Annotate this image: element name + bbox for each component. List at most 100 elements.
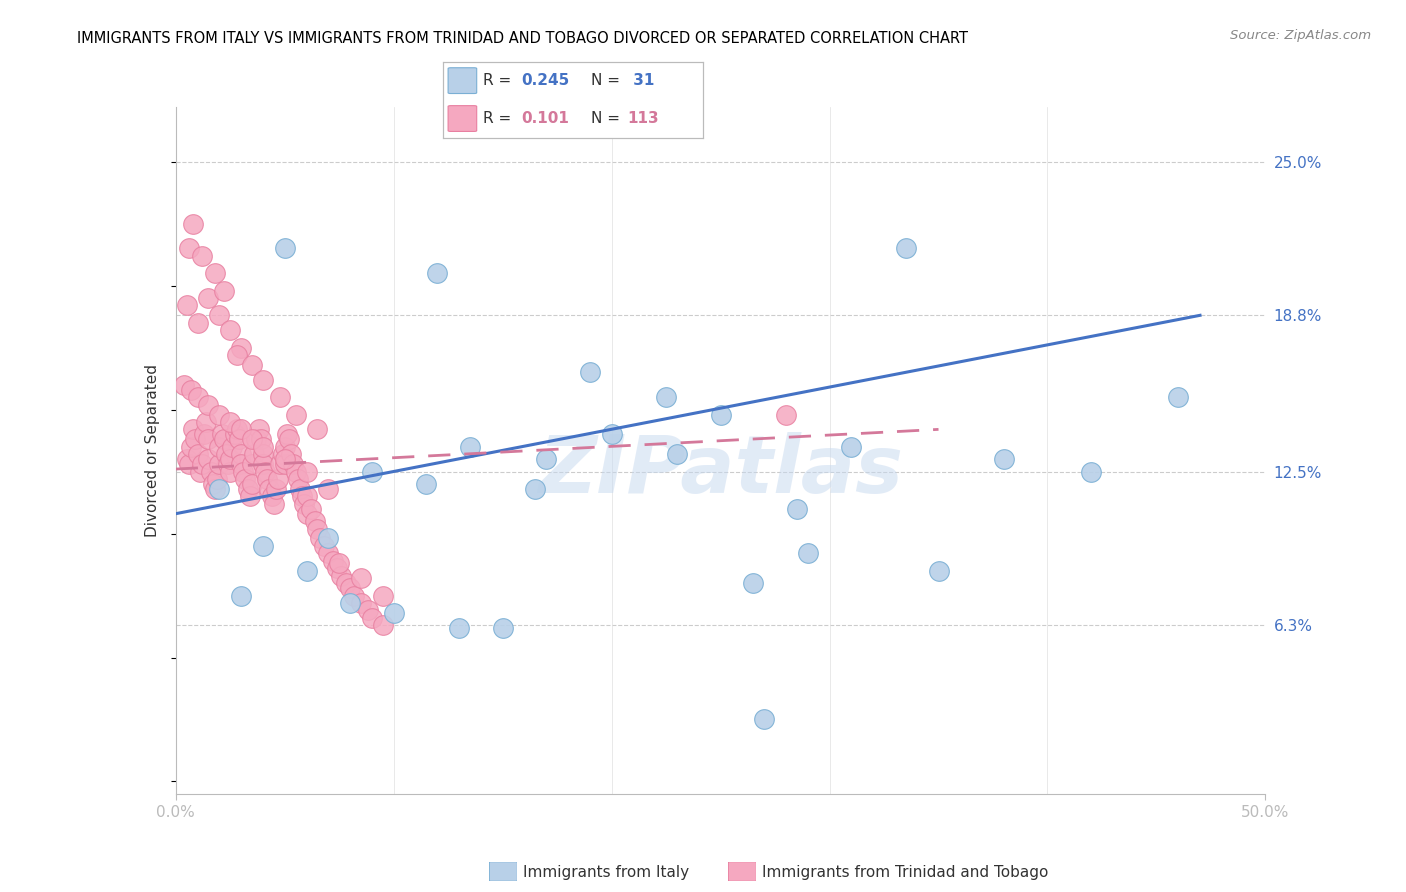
Point [415,477,437,491]
Point [245,432,267,446]
Text: ZIPatlas: ZIPatlas [538,432,903,510]
Point [240,477,263,491]
Point [219,452,242,467]
Point [204,266,226,280]
Point [288,482,311,496]
Point [211,427,233,442]
Point [254,465,277,479]
Point [371,589,394,603]
Point [356,603,378,617]
Text: 113: 113 [627,111,659,126]
Point [195,415,218,429]
Point [208,457,231,471]
Point [274,241,297,255]
Point [240,432,263,446]
Point [186,316,209,330]
Point [186,447,209,461]
Point [231,457,253,471]
Point [492,621,515,635]
Point [278,432,301,446]
Point [350,596,373,610]
Point [754,713,776,727]
Text: 31: 31 [627,73,654,88]
Point [339,596,361,610]
Text: R =: R = [484,73,516,88]
Text: 0.245: 0.245 [520,73,569,88]
Point [177,457,200,471]
Point [215,447,238,461]
Text: Immigrants from Italy: Immigrants from Italy [523,865,689,880]
Point [231,341,253,355]
Point [326,561,349,575]
Point [371,618,394,632]
Point [775,408,797,422]
Point [274,440,297,454]
Point [343,589,366,603]
Point [655,390,678,404]
Text: Source: ZipAtlas.com: Source: ZipAtlas.com [1230,29,1371,42]
Point [208,309,231,323]
Point [742,576,765,591]
Point [208,440,231,454]
Point [208,408,231,422]
Point [201,477,224,491]
Point [1080,465,1102,479]
Point [666,447,689,461]
Point [228,432,250,446]
Point [524,482,547,496]
Point [235,472,257,486]
Point [796,546,818,560]
Point [993,452,1015,467]
Point [252,440,274,454]
Point [534,452,557,467]
Point [200,465,222,479]
Point [264,482,287,496]
Text: Immigrants from Trinidad and Tobago: Immigrants from Trinidad and Tobago [762,865,1049,880]
Point [295,564,318,578]
Point [287,472,309,486]
Point [236,482,259,496]
FancyBboxPatch shape [728,862,756,881]
Point [841,440,863,454]
Point [240,358,263,372]
Point [295,507,318,521]
Point [219,323,242,337]
Point [240,457,263,471]
Point [318,482,340,496]
Point [186,390,209,404]
Text: 0.101: 0.101 [520,111,569,126]
Point [181,217,204,231]
Point [271,447,294,461]
Point [225,422,247,436]
Point [259,482,281,496]
Point [197,432,219,446]
Point [177,241,200,255]
Point [181,422,204,436]
Point [243,447,266,461]
Point [197,452,219,467]
Point [249,432,271,446]
Point [247,422,270,436]
Point [252,373,274,387]
Y-axis label: Divorced or Separated: Divorced or Separated [145,364,160,537]
Point [600,427,623,442]
Point [176,452,198,467]
Point [193,427,215,442]
Point [260,489,283,503]
Point [295,465,318,479]
Point [335,576,357,591]
Point [208,482,231,496]
Point [350,571,373,585]
Point [283,457,305,471]
FancyBboxPatch shape [489,862,517,881]
Point [173,377,195,392]
Point [267,472,290,486]
FancyBboxPatch shape [449,105,477,131]
Point [291,489,314,503]
Point [252,457,274,471]
Point [786,501,808,516]
Point [339,581,361,595]
Point [197,398,219,412]
Point [225,348,247,362]
Point [274,457,297,471]
